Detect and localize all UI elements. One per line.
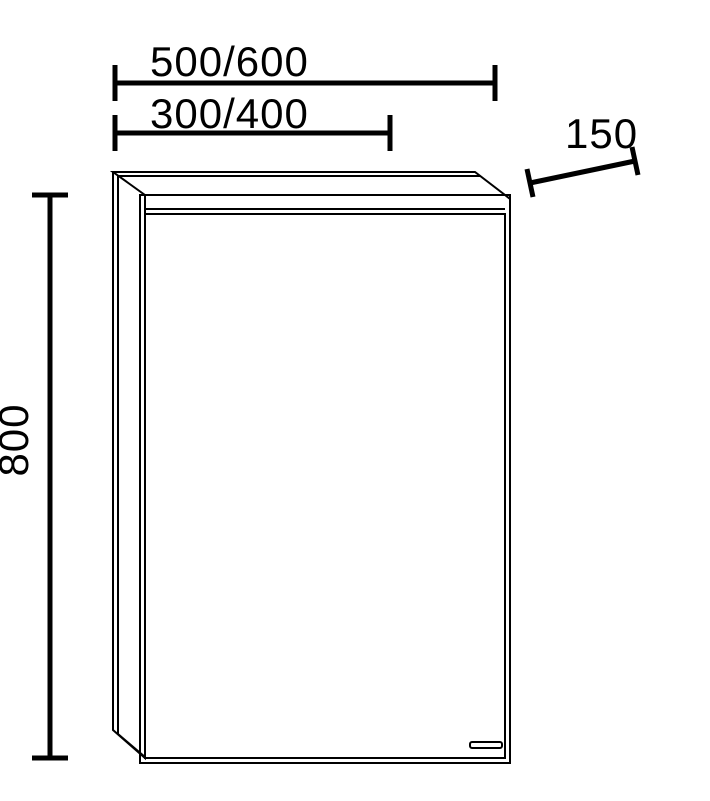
cabinet-body bbox=[113, 172, 510, 763]
cabinet-door bbox=[145, 214, 505, 758]
dimension-lines bbox=[32, 65, 638, 758]
dim-height-label: 800 bbox=[0, 390, 38, 490]
dim-width-inner-label: 300/400 bbox=[150, 90, 309, 138]
dim-depth-tick-left bbox=[527, 169, 533, 197]
cabinet-front-frame bbox=[140, 195, 510, 763]
dim-depth-label: 150 bbox=[565, 110, 638, 158]
dim-width-outer-label: 500/600 bbox=[150, 38, 309, 86]
dim-depth-line bbox=[530, 161, 635, 183]
cabinet-handle bbox=[470, 742, 502, 748]
